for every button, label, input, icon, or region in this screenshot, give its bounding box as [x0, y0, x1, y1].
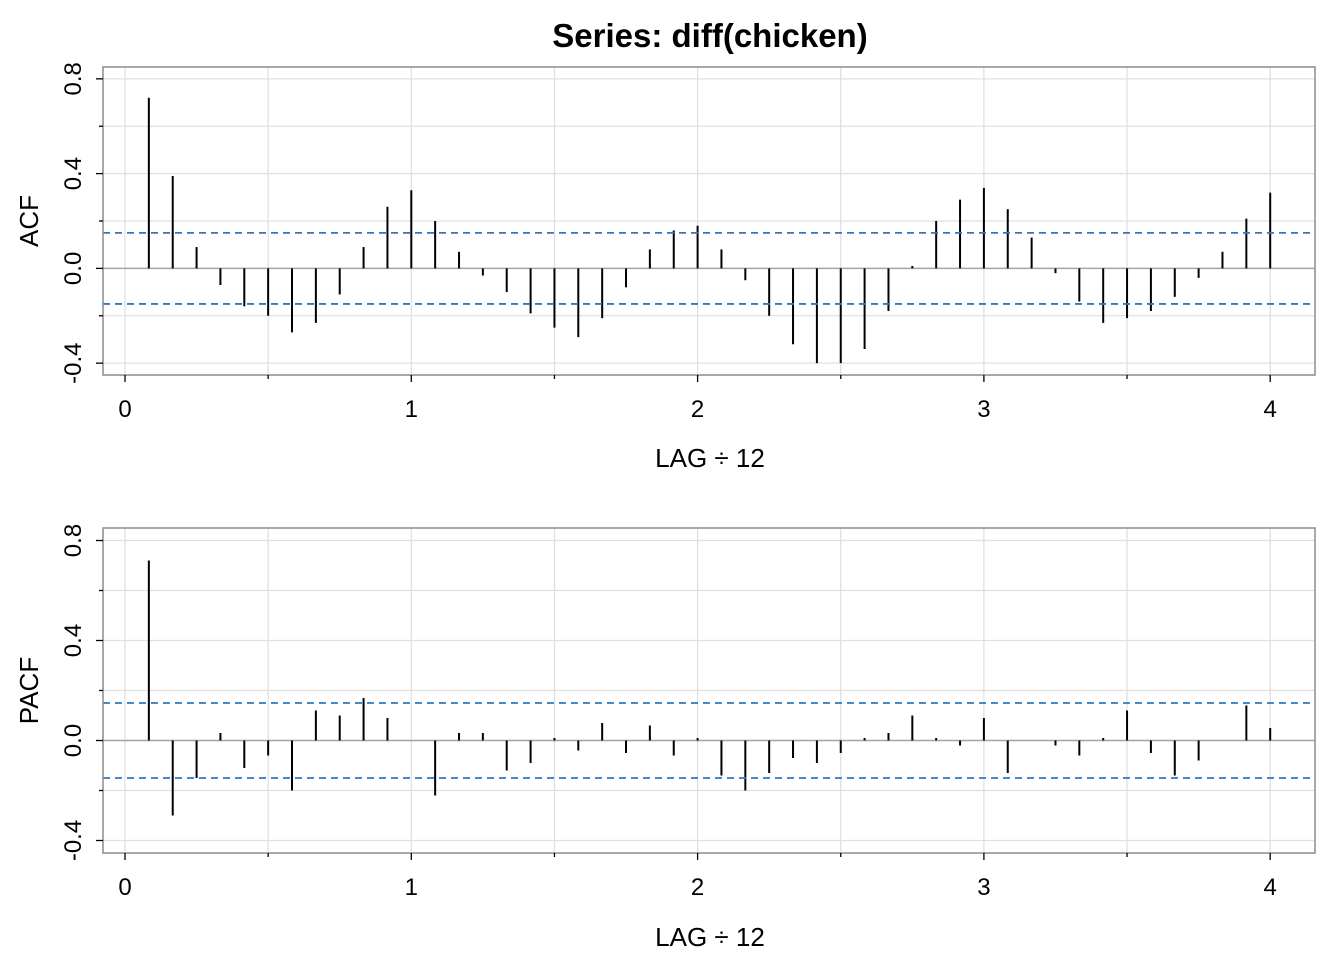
x-tick-label: 0: [118, 874, 131, 901]
x-axis-label: LAG ÷ 12: [655, 922, 765, 952]
acf-panel: 0 1 2 3 4 -0.4 0.0 0.4 0.8 LAG ÷ 12 ACF: [14, 62, 1316, 473]
x-axis-label: LAG ÷ 12: [655, 443, 765, 473]
x-tick-label: 4: [1264, 396, 1277, 423]
y-tick-label: 0.8: [60, 524, 87, 557]
y-tick-label: 0.0: [60, 724, 87, 757]
y-axis-label: ACF: [14, 195, 44, 247]
y-axis-label: PACF: [14, 657, 44, 724]
x-tick-label: 3: [977, 396, 990, 423]
y-tick-label: -0.4: [60, 342, 87, 383]
x-tick-label: 1: [405, 874, 418, 901]
y-tick-label: -0.4: [60, 820, 87, 861]
x-tick-label: 2: [691, 396, 704, 423]
x-tick-label: 3: [977, 874, 990, 901]
x-tick-label: 4: [1264, 874, 1277, 901]
x-tick-label: 0: [118, 396, 131, 423]
y-tick-label: 0.0: [60, 252, 87, 285]
pacf-panel: 0 1 2 3 4 -0.4 0.0 0.4 0.8 LAG ÷ 12 PACF: [14, 524, 1316, 952]
y-tick-label: 0.8: [60, 62, 87, 95]
figure-title: Series: diff(chicken): [552, 17, 867, 54]
x-tick-label: 2: [691, 874, 704, 901]
y-tick-label: 0.4: [60, 157, 87, 190]
y-tick-label: 0.4: [60, 624, 87, 657]
x-tick-label: 1: [405, 396, 418, 423]
